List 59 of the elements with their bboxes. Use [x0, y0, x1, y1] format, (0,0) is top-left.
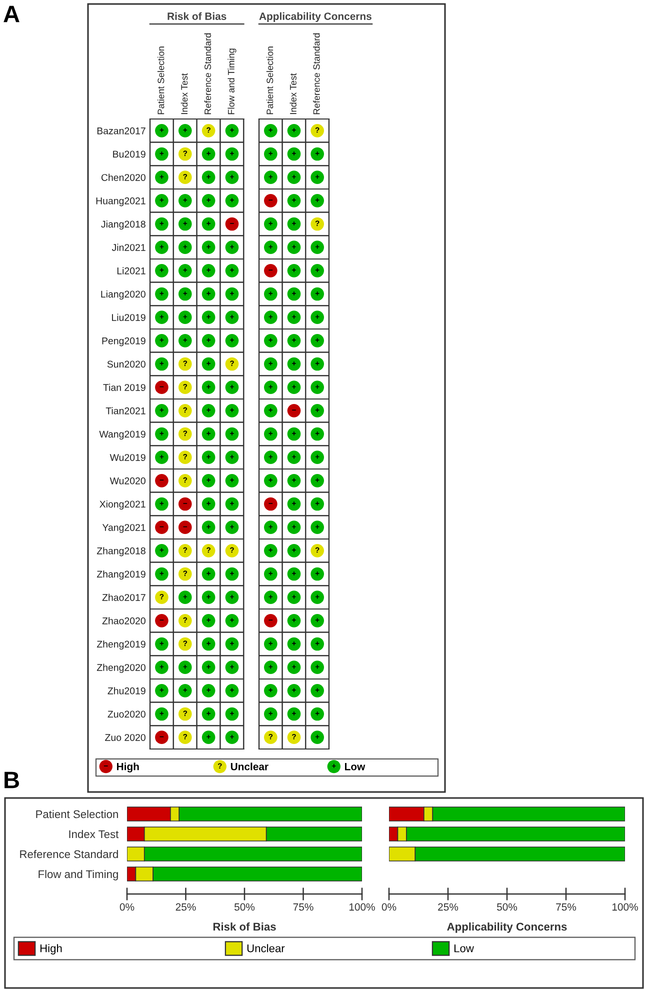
y-tick-label: Zheng2019: [96, 640, 146, 650]
y-tick-label: Sun2020: [107, 360, 146, 368]
x-tick-label: 25%: [176, 903, 196, 911]
x-tick-label: 100%: [612, 903, 638, 911]
legend-label: Low: [345, 763, 366, 770]
y-tick-label: Wang2019: [99, 430, 146, 440]
x-tick-label: 50%: [496, 903, 518, 911]
y-tick-label: Huang2021: [96, 197, 146, 206]
y-tick-label: Zhang2018: [96, 547, 146, 556]
text: B: [4, 772, 19, 788]
y-tick-label: Liang2020: [101, 290, 146, 300]
y-tick-label: Zuo 2020: [105, 734, 146, 741]
x-tick-label: 75%: [556, 903, 576, 911]
y-tick-label: Tian2021: [106, 407, 146, 414]
x-tick-label: Flow and Timing: [228, 48, 236, 114]
y-tick-label: Chen2020: [101, 174, 146, 181]
y-tick-label: Zheng2020: [96, 664, 146, 673]
legend-label: High: [40, 944, 62, 954]
y-tick-label: Zhao2020: [102, 617, 146, 624]
x-tick-label: 0%: [120, 903, 134, 911]
y-tick-label: Peng2019: [102, 337, 146, 346]
y-tick-label: Wu2019: [110, 454, 146, 461]
y-tick-label: Index Test: [69, 830, 119, 838]
y-tick-label: Yang2021: [102, 524, 146, 533]
y-tick-label: Zhao2017: [102, 594, 146, 601]
y-tick-label: Tian 2019: [103, 384, 146, 391]
x-tick-label: Patient Selection: [266, 46, 274, 114]
x-axis-title: Applicability Concerns: [447, 922, 567, 933]
x-tick-label: Index Test: [180, 73, 188, 114]
chart-title: Applicability Concerns: [259, 12, 372, 22]
legend-label: Low: [454, 944, 474, 952]
y-tick-label: Liu2019: [112, 314, 146, 321]
legend-label: Unclear: [230, 762, 268, 770]
x-tick-label: 0%: [382, 903, 396, 911]
x-tick-label: 25%: [438, 903, 458, 911]
y-tick-label: Jin2021: [112, 244, 146, 251]
y-tick-label: Reference Standard: [20, 850, 118, 858]
y-tick-label: Zhu2019: [108, 687, 146, 694]
y-tick-label: Li2021: [117, 267, 146, 274]
y-tick-label: Zuo2020: [108, 710, 146, 718]
y-tick-label: Xiong2021: [100, 500, 146, 510]
legend-label: Unclear: [247, 944, 285, 952]
text: A: [4, 6, 20, 22]
x-tick-label: 50%: [234, 903, 255, 911]
x-tick-label: 100%: [349, 903, 375, 911]
legend-label: High: [117, 762, 139, 772]
x-tick-label: Index Test: [290, 73, 296, 114]
x-tick-label: Reference Standard: [313, 33, 320, 114]
y-tick-label: Bazan2017: [97, 127, 146, 134]
y-tick-label: Jiang2018: [101, 220, 146, 230]
y-tick-label: Patient Selection: [36, 810, 118, 818]
y-tick-label: Flow and Timing: [38, 870, 118, 880]
y-tick-label: Wu2020: [110, 477, 146, 484]
y-tick-label: Bu2019: [113, 150, 146, 158]
chart-title: Risk of Bias: [168, 12, 226, 20]
x-axis-title: Risk of Bias: [213, 922, 276, 931]
y-tick-label: Zhang2019: [96, 570, 146, 580]
x-tick-label: 75%: [293, 903, 314, 911]
x-tick-label: Reference Standard: [204, 33, 212, 114]
